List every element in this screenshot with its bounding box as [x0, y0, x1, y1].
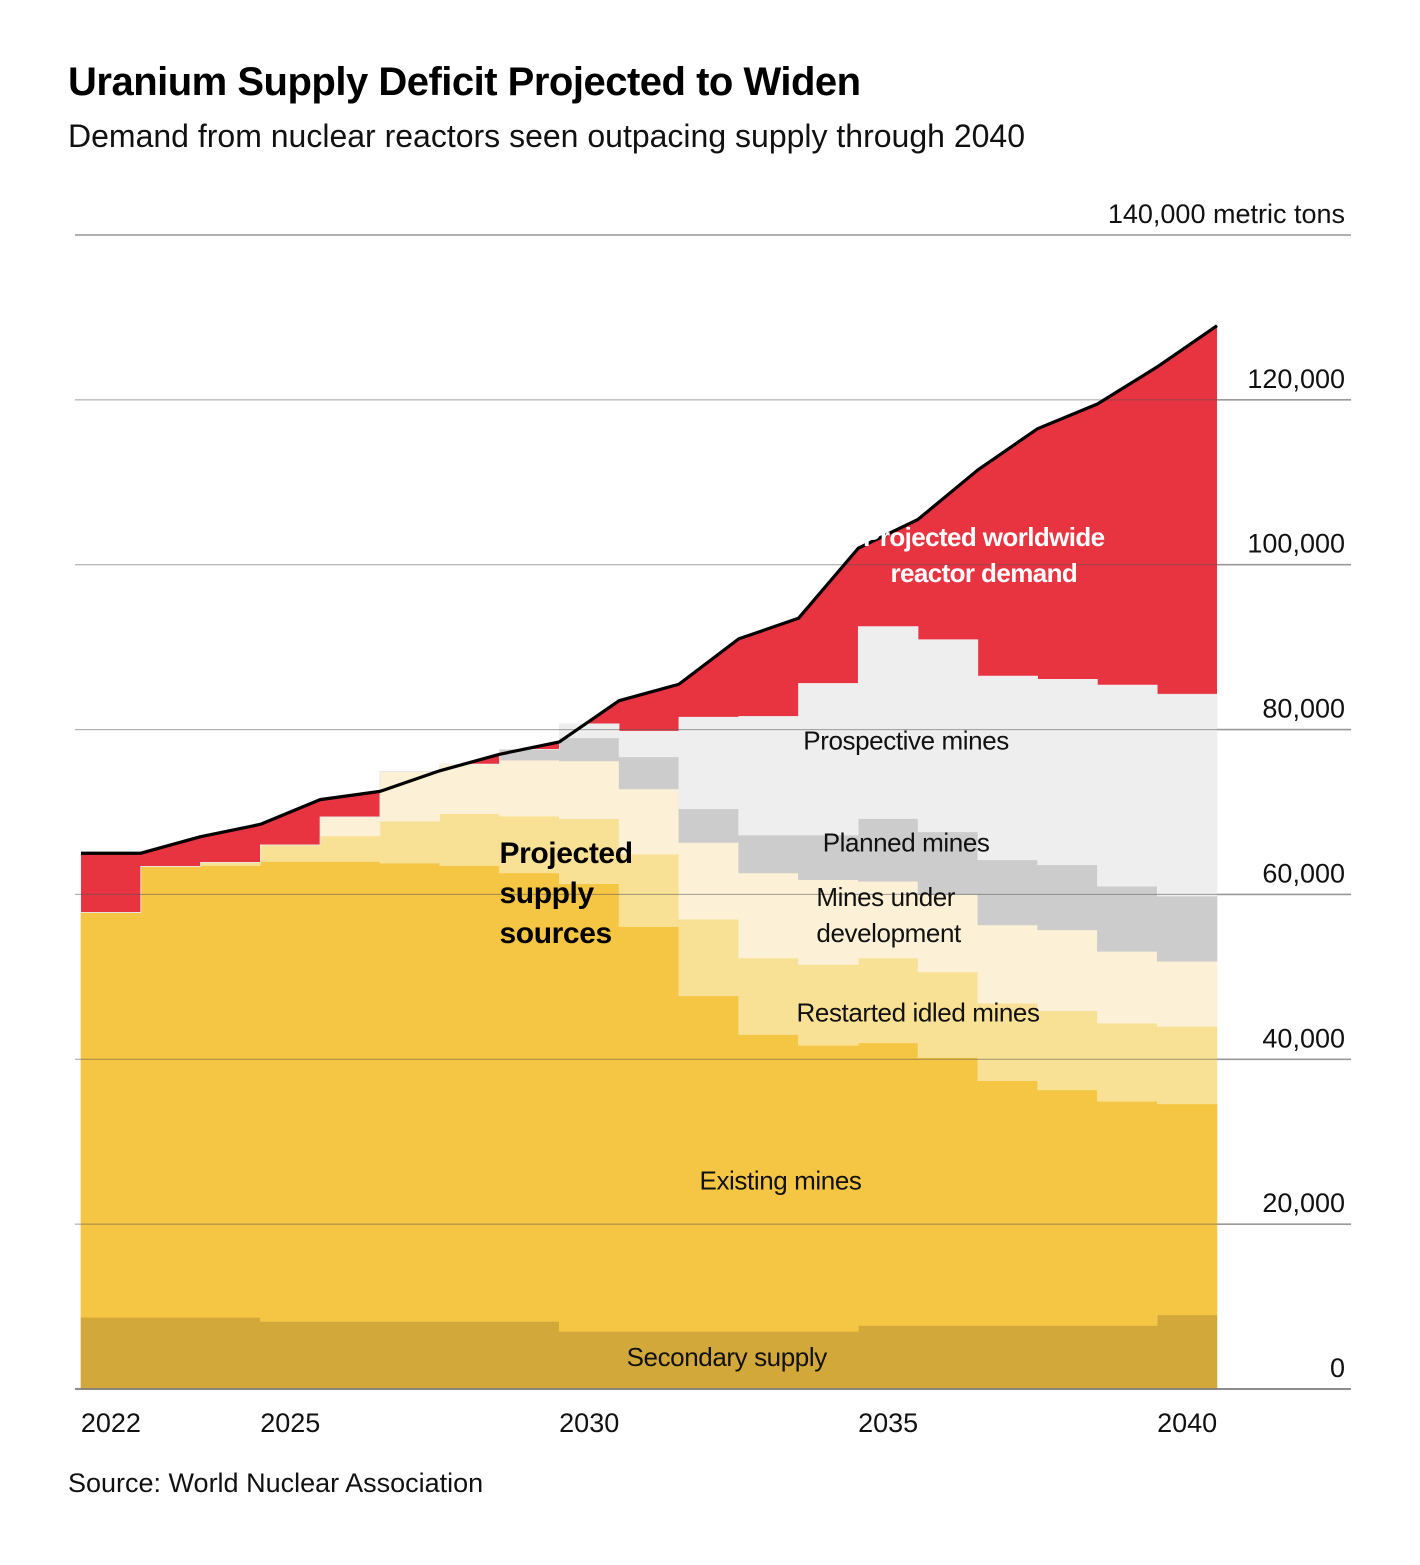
label-supply-sources: Projected	[500, 837, 633, 870]
label-reactor-demand: Projected worldwide	[863, 522, 1105, 552]
demand-line	[80, 324, 1218, 855]
y-tick-label: 40,000	[1262, 1023, 1345, 1053]
y-tick-label: 0	[1330, 1353, 1345, 1383]
y-tick-label: 140,000 metric tons	[1108, 199, 1345, 229]
x-tick-label: 2022	[81, 1408, 141, 1438]
y-tick-label: 80,000	[1262, 694, 1345, 724]
y-tick-label: 20,000	[1262, 1188, 1345, 1218]
label-restarted-idled-mines: Restarted idled mines	[797, 997, 1040, 1027]
y-tick-label: 120,000	[1247, 364, 1345, 394]
x-tick-label: 2035	[858, 1408, 918, 1438]
x-tick-label: 2030	[559, 1408, 619, 1438]
label-reactor-demand: reactor demand	[890, 558, 1077, 588]
x-tick-label: 2040	[1157, 1408, 1217, 1438]
label-secondary-supply: Secondary supply	[627, 1342, 828, 1372]
label-planned-mines: Planned mines	[823, 828, 990, 858]
label-mines-under-development: Mines under	[816, 882, 955, 912]
chart-subtitle: Demand from nuclear reactors seen outpac…	[68, 118, 1026, 154]
label-supply-sources: sources	[500, 917, 612, 950]
label-existing-mines: Existing mines	[700, 1166, 862, 1196]
label-prospective-mines: Prospective mines	[803, 725, 1009, 755]
y-tick-label: 60,000	[1262, 858, 1345, 888]
source-note: Source: World Nuclear Association	[68, 1468, 484, 1498]
y-tick-label: 100,000	[1247, 529, 1345, 559]
label-mines-under-development: development	[816, 918, 962, 948]
chart-title: Uranium Supply Deficit Projected to Wide…	[68, 60, 861, 104]
label-supply-sources: supply	[500, 877, 595, 910]
x-tick-label: 2025	[260, 1408, 320, 1438]
